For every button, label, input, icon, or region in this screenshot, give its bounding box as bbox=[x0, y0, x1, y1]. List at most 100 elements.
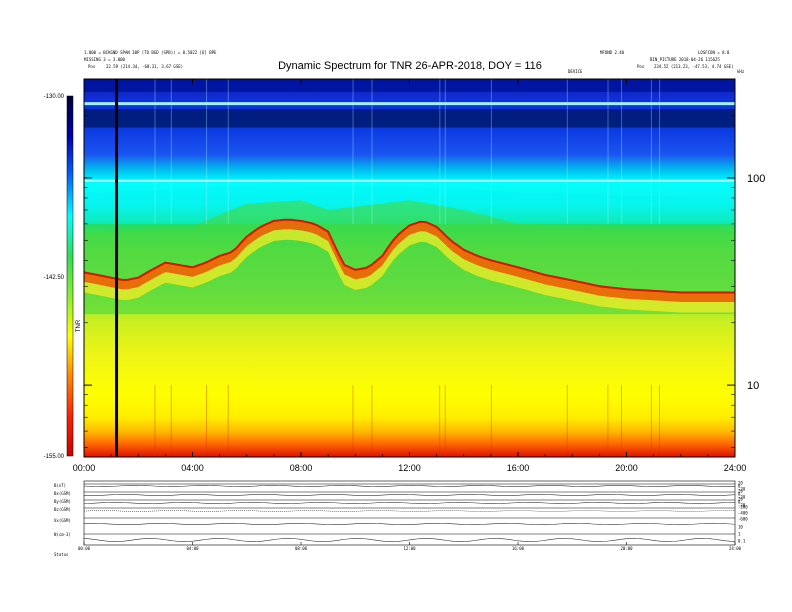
lower-panel-frame bbox=[83, 480, 736, 546]
lower-x-tick-label: 00:00 bbox=[78, 546, 91, 551]
x-tick-label: 24:00 bbox=[724, 463, 747, 473]
top-dark-band bbox=[84, 79, 735, 92]
y-tick-label: 10 bbox=[747, 380, 759, 392]
lower-label-bx: Bx(GSM) bbox=[54, 491, 71, 496]
x-tick-label: 08:00 bbox=[290, 463, 313, 473]
lower-streak bbox=[659, 385, 660, 456]
lower-label-vx: Vx(GSM) bbox=[54, 518, 71, 523]
lower-x-tick-label: 12:00 bbox=[403, 546, 416, 551]
y-tick-label: 100 bbox=[747, 173, 765, 185]
upper-streak bbox=[170, 79, 172, 224]
lower-label-b: B(nT) bbox=[54, 483, 66, 488]
lower-right-tick: 20 bbox=[738, 497, 743, 502]
header-right-line1b: LOSFCON = 8.0 bbox=[698, 50, 730, 55]
lower-right-tick: -20 bbox=[738, 495, 746, 500]
lower-trace bbox=[83, 485, 736, 487]
ridge-yellow bbox=[84, 229, 735, 313]
chart-title: Dynamic Spectrum for TNR 26-APR-2018, DO… bbox=[278, 60, 542, 72]
x-tick-label: 12:00 bbox=[398, 463, 421, 473]
upper-streak bbox=[621, 79, 623, 224]
lower-label-status: Status bbox=[54, 552, 69, 557]
lower-right-tick: 0 bbox=[738, 500, 741, 505]
lower-right-tick: -20 bbox=[738, 487, 746, 492]
lower-streak bbox=[444, 385, 446, 456]
colorbar-tick-mid: -142.50 bbox=[44, 275, 65, 281]
upper-streak bbox=[371, 79, 373, 224]
lower-streak bbox=[566, 385, 568, 456]
lower-streak bbox=[154, 385, 156, 456]
lower-panel-x-axis: 00:00 04:00 08:00 12:00 16:00 20:00 24:00 bbox=[78, 542, 742, 551]
header-right-line1a: MFOND 2.40 bbox=[600, 50, 625, 55]
lower-streak bbox=[650, 385, 652, 456]
x-axis: 00:00 04:00 08:00 12:00 16:00 20:00 24:00 bbox=[73, 79, 747, 473]
header-right-pos-label: Pos bbox=[637, 64, 645, 69]
upper-streak bbox=[444, 79, 446, 224]
lower-streak bbox=[352, 385, 354, 456]
colorbar-tick-bottom: -155.00 bbox=[44, 454, 65, 460]
solar-wind-panel: B(nT) Bx(GSM) By(GSM) Bz(GSM) Vx(GSM) N(… bbox=[54, 481, 748, 558]
lower-right-tick: 0 bbox=[738, 492, 741, 497]
upper-streak bbox=[607, 79, 609, 224]
lower-label-bz: Bz(GSM) bbox=[54, 507, 71, 512]
ridge-line bbox=[84, 218, 735, 294]
colorbar bbox=[67, 96, 73, 456]
lower-right-tick: -600 bbox=[738, 517, 748, 522]
header-left-pos-value: 22.59 (214.34, -68.31, 3.67 GSE) bbox=[106, 64, 183, 69]
lower-right-tick: 20 bbox=[738, 481, 743, 486]
lower-right-tick: -200 bbox=[738, 505, 748, 510]
header-left-line1: 1.000 = BCKGND SPAN 30P (TO BGD (SPB)) =… bbox=[84, 50, 217, 55]
header-right-line2: BIN_PICTURE 2018-04-26 115625 bbox=[650, 57, 720, 62]
upper-streak bbox=[659, 79, 661, 224]
y-axis: 10 100 bbox=[84, 78, 765, 448]
colorbar-tick-top: -130.00 bbox=[44, 94, 65, 100]
lower-x-tick-label: 20:00 bbox=[620, 546, 633, 551]
lower-panel-rows bbox=[83, 483, 736, 542]
upper-streak bbox=[490, 79, 492, 224]
lower-label-by: By(GSM) bbox=[54, 499, 71, 504]
lower-right-tick: 0.1 bbox=[738, 539, 746, 544]
lower-streak bbox=[206, 385, 207, 456]
spectrogram-streaks bbox=[154, 79, 661, 456]
header-right-corner: kHz bbox=[737, 69, 745, 74]
lower-trace bbox=[83, 538, 736, 542]
time-marker-line bbox=[115, 79, 119, 457]
header-right-pos-value: 234.52 (213.23, -47.53, 4.74 GSE) bbox=[654, 64, 733, 69]
x-tick-label: 00:00 bbox=[73, 463, 96, 473]
lower-right-tick: -20 bbox=[738, 503, 746, 508]
lower-trace bbox=[83, 493, 736, 496]
lower-x-tick-label: 04:00 bbox=[186, 546, 199, 551]
upper-streak bbox=[227, 79, 229, 224]
upper-streak bbox=[206, 79, 208, 224]
lower-label-n: N(cm-3) bbox=[54, 532, 71, 537]
lower-streak bbox=[607, 385, 609, 456]
bright-stripe bbox=[84, 102, 735, 106]
lower-trace bbox=[83, 510, 736, 513]
lower-trace bbox=[83, 502, 736, 504]
upper-streak bbox=[650, 79, 652, 224]
x-tick-label: 04:00 bbox=[181, 463, 204, 473]
cyan-stripe bbox=[84, 179, 735, 182]
spectrogram bbox=[84, 79, 735, 457]
lower-trace bbox=[83, 523, 736, 525]
lower-streak bbox=[490, 385, 492, 456]
lower-streak bbox=[170, 385, 172, 456]
lower-right-tick: 1 bbox=[738, 532, 741, 537]
lower-right-tick: -400 bbox=[738, 511, 748, 516]
lower-streak bbox=[621, 385, 622, 456]
upper-streak bbox=[439, 79, 441, 224]
lower-streak bbox=[439, 385, 441, 456]
lower-right-tick: 0 bbox=[738, 484, 741, 489]
colorbar-frame bbox=[66, 95, 74, 457]
lower-x-tick-label: 08:00 bbox=[295, 546, 308, 551]
lower-streak bbox=[227, 385, 229, 456]
upper-streak bbox=[154, 79, 156, 224]
x-tick-label: 16:00 bbox=[507, 463, 530, 473]
header-left-line2: MISSING 3 = 3.000 bbox=[84, 57, 126, 62]
x-tick-label: 20:00 bbox=[615, 463, 638, 473]
header-left-pos-label: Pos bbox=[88, 64, 96, 69]
mid-dark-band bbox=[84, 108, 735, 128]
spectrogram-bands bbox=[84, 79, 735, 315]
upper-streak bbox=[352, 79, 354, 224]
